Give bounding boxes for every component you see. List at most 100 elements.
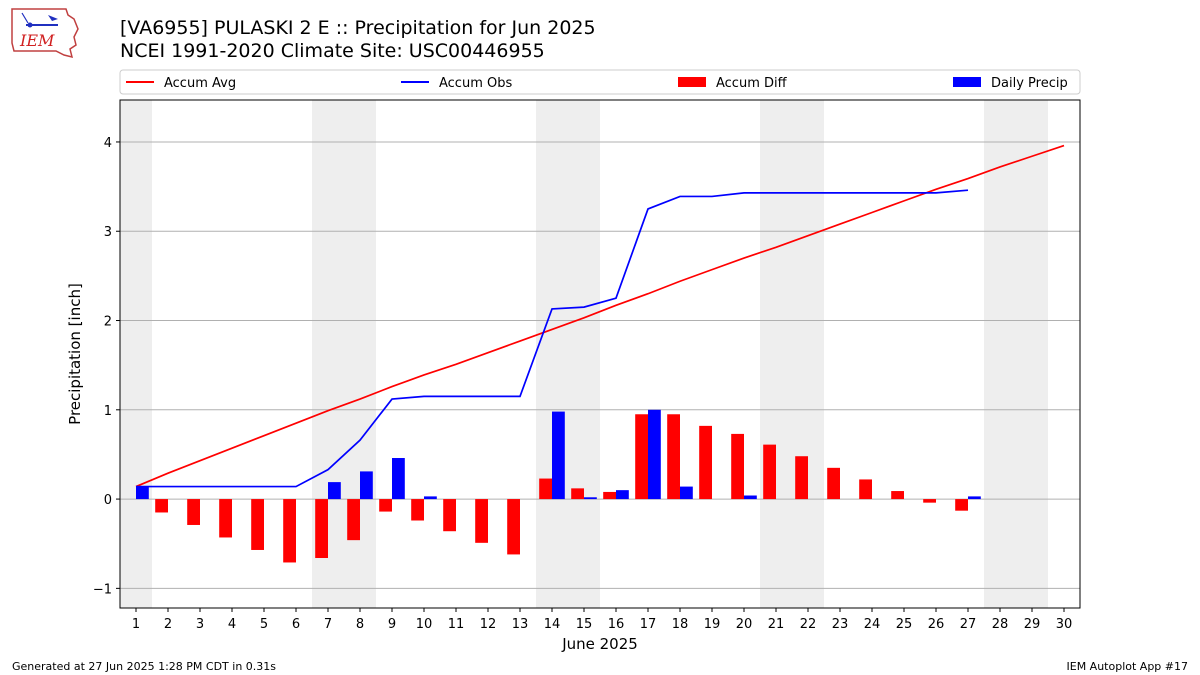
daily-precip-bar xyxy=(680,486,693,500)
x-tick-label: 5 xyxy=(260,617,268,632)
x-tick-label: 12 xyxy=(480,617,497,632)
accum-diff-bar xyxy=(667,414,680,500)
daily-precip-bar xyxy=(136,486,149,500)
daily-precip-bar xyxy=(328,482,341,500)
legend-label: Accum Obs xyxy=(439,76,512,91)
chart-title: [VA6955] PULASKI 2 E :: Precipitation fo… xyxy=(120,17,596,39)
y-axis-label: Precipitation [inch] xyxy=(66,283,84,425)
accum-diff-bar xyxy=(827,467,840,500)
accum-diff-bar xyxy=(923,499,936,503)
accum-diff-bar xyxy=(635,414,648,500)
x-tick-label: 13 xyxy=(512,617,529,632)
accum-diff-bar xyxy=(379,499,392,512)
accum-diff-bar xyxy=(539,478,552,500)
accum-diff-bar xyxy=(731,433,744,500)
x-tick-label: 17 xyxy=(640,617,657,632)
legend-swatch xyxy=(678,77,706,87)
x-tick-label: 7 xyxy=(324,617,332,632)
accum-diff-bar xyxy=(955,499,968,511)
accum-avg-line xyxy=(135,144,1065,488)
legend-label: Daily Precip xyxy=(991,76,1068,91)
accum-diff-bar xyxy=(443,499,456,532)
x-tick-label: 26 xyxy=(928,617,945,632)
x-tick-label: 15 xyxy=(576,617,593,632)
accum-diff-bar xyxy=(315,499,328,559)
x-tick-label: 1 xyxy=(132,617,140,632)
daily-precip-bar xyxy=(744,495,757,500)
y-tick-label: 3 xyxy=(104,225,112,240)
bars xyxy=(136,409,981,563)
chart-subtitle: NCEI 1991-2020 Climate Site: USC00446955 xyxy=(120,40,545,62)
daily-precip-bar xyxy=(616,490,629,500)
accum-diff-bar xyxy=(155,499,168,513)
x-tick-label: 4 xyxy=(228,617,236,632)
y-tick-label: −1 xyxy=(93,582,112,597)
x-tick-label: 24 xyxy=(864,617,881,632)
daily-precip-bar xyxy=(648,409,661,500)
x-tick-label: 3 xyxy=(196,617,204,632)
legend: Accum Avg Accum Obs Accum Diff Daily Precip xyxy=(119,69,1081,95)
x-tick-label: 30 xyxy=(1056,617,1073,632)
daily-precip-bar xyxy=(360,471,373,500)
legend-box xyxy=(119,69,1081,95)
y-axis: −1 0 1 2 3 4 xyxy=(93,136,120,597)
daily-precip-bar xyxy=(552,411,565,500)
x-tick-label: 19 xyxy=(704,617,721,632)
accum-diff-bar xyxy=(475,499,488,543)
x-tick-label: 25 xyxy=(896,617,913,632)
weekend-shade-4 xyxy=(984,100,1048,608)
daily-precip-bar xyxy=(968,496,981,500)
plot-frame xyxy=(119,99,1081,609)
weekend-shading xyxy=(120,100,1048,608)
y-tick-label: 4 xyxy=(104,136,112,151)
iem-logo: IEM xyxy=(11,8,79,59)
x-tick-label: 20 xyxy=(736,617,753,632)
x-tick-label: 29 xyxy=(1024,617,1041,632)
x-tick-label: 23 xyxy=(832,617,849,632)
accum-diff-bar xyxy=(219,499,232,538)
accum-diff-bar xyxy=(763,444,776,500)
daily-precip-bar xyxy=(584,497,597,500)
legend-label: Accum Diff xyxy=(716,76,788,91)
x-tick-label: 28 xyxy=(992,617,1009,632)
accum-diff-bar xyxy=(859,479,872,500)
accum-diff-bar xyxy=(411,499,424,521)
legend-swatch xyxy=(953,77,981,87)
weekend-shade-0 xyxy=(120,100,152,608)
accum-diff-bar xyxy=(699,425,712,500)
daily-precip-bar xyxy=(424,496,437,500)
accum-diff-bar xyxy=(347,499,360,541)
x-tick-label: 11 xyxy=(448,617,465,632)
generated-timestamp: Generated at 27 Jun 2025 1:28 PM CDT in … xyxy=(12,660,277,673)
weekend-shade-2 xyxy=(536,100,600,608)
iem-logo-text: IEM xyxy=(19,31,55,50)
gridlines xyxy=(120,141,1080,589)
x-tick-label: 2 xyxy=(164,617,172,632)
x-tick-label: 22 xyxy=(800,617,817,632)
accum-obs-line xyxy=(136,189,969,488)
accum-diff-bar xyxy=(507,499,520,555)
accum-diff-bar xyxy=(571,488,584,500)
legend-label: Accum Avg xyxy=(164,76,236,91)
accum-diff-bar xyxy=(187,499,200,525)
y-tick-label: 0 xyxy=(104,493,112,508)
x-tick-label: 9 xyxy=(388,617,396,632)
x-tick-label: 21 xyxy=(768,617,785,632)
accum-diff-bar xyxy=(795,456,808,500)
accum-diff-bar xyxy=(603,491,616,500)
x-tick-label: 27 xyxy=(960,617,977,632)
accum-diff-bar xyxy=(251,499,264,550)
lines xyxy=(135,144,1065,488)
x-tick-label: 10 xyxy=(416,617,433,632)
accum-diff-bar xyxy=(283,499,296,563)
x-tick-label: 14 xyxy=(544,617,561,632)
x-axis-label: June 2025 xyxy=(561,635,638,653)
weekend-shade-3 xyxy=(760,100,824,608)
x-tick-label: 6 xyxy=(292,617,300,632)
accum-diff-bar xyxy=(891,491,904,500)
x-tick-label: 16 xyxy=(608,617,625,632)
x-axis: 1 2 3 4 5 6 7 8 9 10 11 12 13 14 15 16 17 18 19 20 21 22 23 24 2… xyxy=(132,608,1072,632)
app-credit: IEM Autoplot App #17 xyxy=(1066,660,1189,673)
x-tick-label: 18 xyxy=(672,617,689,632)
